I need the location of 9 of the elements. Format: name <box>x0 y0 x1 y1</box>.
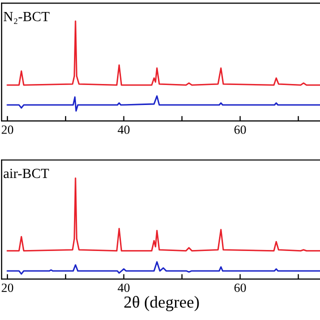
x-tick-label: 60 <box>234 284 246 292</box>
text: air-BCT <box>4 168 49 178</box>
x-tick-label: 40 <box>118 125 130 134</box>
annotation: N₂-BCT <box>4 12 50 24</box>
x-axis-title: 2θ (degree) <box>124 296 199 312</box>
x-tick-label: 20 <box>2 125 14 134</box>
x-tick-label: 20 <box>2 284 14 292</box>
x-tick-label: 40 <box>118 284 130 292</box>
x-tick-label: 60 <box>234 125 246 134</box>
